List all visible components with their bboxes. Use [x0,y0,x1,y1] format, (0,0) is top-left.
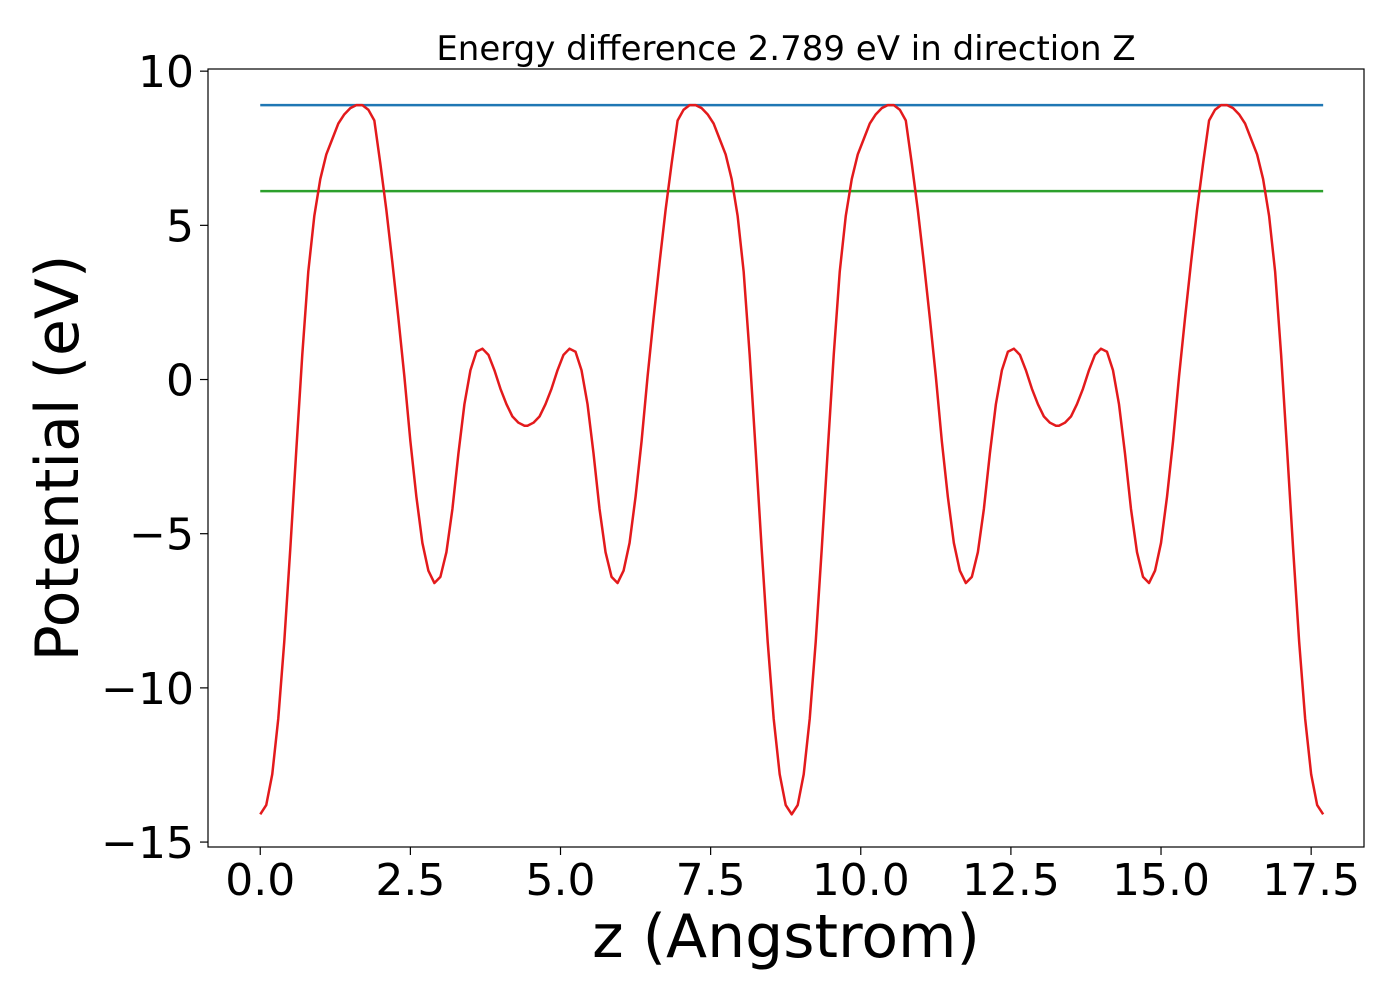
x-tick-label: 12.5 [962,855,1060,906]
x-tick-label: 10.0 [812,855,910,906]
x-tick-label: 5.0 [526,855,596,906]
data-line [259,103,1325,816]
y-tick-label: −10 [101,664,194,715]
y-axis-label: Potential (eV) [23,255,93,662]
y-tick-label: 10 [138,47,194,98]
x-tick-label: 15.0 [1112,855,1210,906]
x-axis-label: z (Angstrom) [592,902,980,972]
x-tick-label: 2.5 [375,855,445,906]
y-tick-label: 5 [166,201,194,252]
chart-title: Energy difference 2.789 eV in direction … [436,29,1135,69]
y-tick-label: −15 [101,818,194,869]
y-tick-label: −5 [129,510,194,561]
y-tick-label: 0 [166,356,194,407]
x-tick-label: 0.0 [225,855,295,906]
x-tick-label: 7.5 [676,855,746,906]
x-tick-label: 17.5 [1262,855,1360,906]
plot-frame [207,68,1365,848]
